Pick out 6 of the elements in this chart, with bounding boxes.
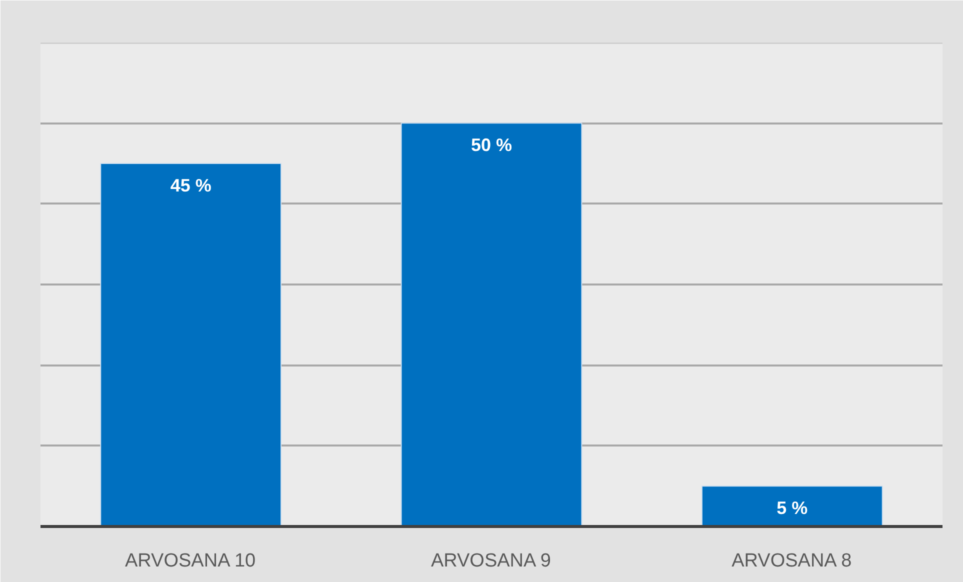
data-label: 5 %: [776, 498, 808, 518]
x-tick-label: ARVOSANA 8: [732, 550, 852, 572]
x-tick-label: ARVOSANA 10: [125, 550, 256, 572]
x-tick-label: ARVOSANA 9: [430, 550, 552, 572]
data-label: 50 %: [470, 135, 512, 156]
data-label: 45 %: [170, 176, 212, 196]
